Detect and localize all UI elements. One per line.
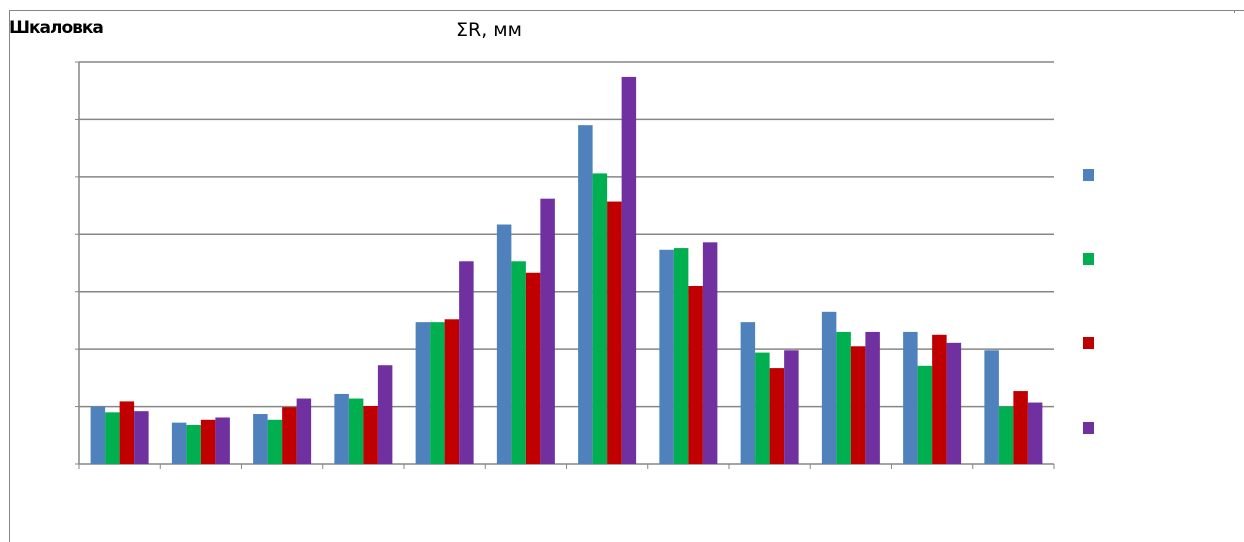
bar-series-4-cat-6 <box>540 198 555 464</box>
bar-series-3-cat-7 <box>607 201 622 464</box>
bar-series-1-cat-9 <box>740 322 756 464</box>
bar-series-3-cat-12 <box>1013 391 1028 464</box>
gridlines <box>79 61 1054 408</box>
bar-series-1-cat-8 <box>659 249 674 464</box>
bar-series-2-cat-8 <box>673 248 689 464</box>
legend-swatch-series-2 <box>1083 253 1094 265</box>
bar-series-3-cat-1 <box>119 401 135 464</box>
bar-series-2-cat-5 <box>430 322 445 464</box>
bar-series-4-cat-9 <box>784 350 799 464</box>
bars <box>90 76 1043 465</box>
chart-title: ΣR, мм <box>456 19 522 41</box>
bar-series-2-cat-11 <box>917 365 933 464</box>
bar-series-4-cat-2 <box>215 417 230 464</box>
bar-series-3-cat-3 <box>282 407 297 464</box>
frame-right-border <box>1234 10 1235 13</box>
bar-series-4-cat-5 <box>459 261 474 464</box>
bar-series-1-cat-5 <box>415 322 431 464</box>
bar-series-1-cat-1 <box>90 406 106 464</box>
bar-series-4-cat-12 <box>1027 402 1043 464</box>
bar-series-4-cat-3 <box>296 398 312 464</box>
bar-series-2-cat-1 <box>105 412 120 464</box>
bar-series-4-cat-11 <box>946 342 962 464</box>
bar-series-3-cat-6 <box>525 272 541 464</box>
bar-series-4-cat-1 <box>134 411 149 464</box>
bar-series-3-cat-11 <box>932 334 947 464</box>
bar-series-2-cat-4 <box>348 398 364 464</box>
bar-series-1-cat-2 <box>171 422 187 464</box>
corner-label: Шкаловка <box>9 18 104 38</box>
frame-top-border <box>9 10 1244 11</box>
axes <box>75 61 1055 469</box>
bar-series-1-cat-11 <box>903 331 918 464</box>
bar-series-1-cat-10 <box>821 311 837 464</box>
bar-series-1-cat-6 <box>496 224 512 464</box>
bar-series-2-cat-12 <box>998 406 1014 464</box>
bar-series-3-cat-4 <box>363 405 378 464</box>
frame-left-border <box>9 10 10 542</box>
bar-series-1-cat-3 <box>253 414 268 464</box>
bar-series-1-cat-4 <box>334 393 349 464</box>
bar-series-2-cat-6 <box>511 261 526 464</box>
bar-series-3-cat-5 <box>444 319 460 464</box>
bar-series-2-cat-2 <box>186 424 201 464</box>
bar-series-3-cat-8 <box>688 285 703 464</box>
bar-series-1-cat-12 <box>984 350 999 464</box>
legend-swatch-series-3 <box>1083 337 1094 349</box>
bar-series-4-cat-7 <box>621 76 637 464</box>
bar-series-2-cat-7 <box>592 173 608 464</box>
legend-swatch-series-1 <box>1083 169 1094 181</box>
bar-series-1-cat-7 <box>578 125 593 465</box>
bar-series-4-cat-4 <box>377 365 393 464</box>
legend-swatch-series-4 <box>1083 422 1094 434</box>
bar-series-2-cat-10 <box>836 331 851 464</box>
bar-series-4-cat-8 <box>702 242 718 464</box>
bar-series-3-cat-2 <box>200 419 216 464</box>
bar-series-4-cat-10 <box>865 331 880 464</box>
bar-series-3-cat-9 <box>769 368 785 464</box>
bar-series-2-cat-3 <box>267 419 283 464</box>
bar-series-3-cat-10 <box>850 346 866 464</box>
bar-series-2-cat-9 <box>755 352 770 464</box>
